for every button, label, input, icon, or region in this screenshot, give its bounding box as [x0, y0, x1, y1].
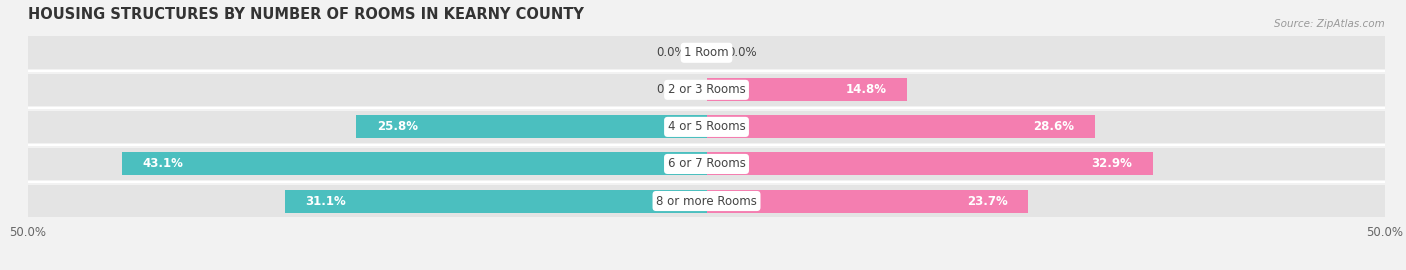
Text: 0.0%: 0.0% [657, 46, 686, 59]
Text: Source: ZipAtlas.com: Source: ZipAtlas.com [1274, 19, 1385, 29]
Bar [707, 185, 1385, 217]
Bar [707, 190, 1028, 212]
Bar [707, 78, 907, 101]
Text: 25.8%: 25.8% [377, 120, 418, 133]
Bar [28, 148, 707, 180]
Text: 31.1%: 31.1% [305, 194, 346, 208]
Text: 32.9%: 32.9% [1091, 157, 1133, 170]
Text: 28.6%: 28.6% [1033, 120, 1074, 133]
Bar [707, 153, 1153, 176]
Bar [707, 148, 1385, 180]
Bar [357, 115, 707, 139]
Text: 8 or more Rooms: 8 or more Rooms [657, 194, 756, 208]
Text: HOUSING STRUCTURES BY NUMBER OF ROOMS IN KEARNY COUNTY: HOUSING STRUCTURES BY NUMBER OF ROOMS IN… [28, 6, 583, 22]
Bar [284, 190, 707, 212]
Bar [28, 73, 707, 106]
Text: 2 or 3 Rooms: 2 or 3 Rooms [668, 83, 745, 96]
Bar [707, 115, 1094, 139]
Bar [707, 111, 1385, 143]
Text: 0.0%: 0.0% [657, 83, 686, 96]
Bar [122, 153, 707, 176]
Text: 1 Room: 1 Room [685, 46, 728, 59]
Bar [707, 73, 1385, 106]
Text: 14.8%: 14.8% [846, 83, 887, 96]
Text: 23.7%: 23.7% [967, 194, 1008, 208]
Bar [707, 36, 1385, 69]
Text: 6 or 7 Rooms: 6 or 7 Rooms [668, 157, 745, 170]
Text: 43.1%: 43.1% [142, 157, 183, 170]
Bar [28, 111, 707, 143]
Bar [28, 36, 707, 69]
Text: 0.0%: 0.0% [727, 46, 756, 59]
Bar [28, 185, 707, 217]
Text: 4 or 5 Rooms: 4 or 5 Rooms [668, 120, 745, 133]
